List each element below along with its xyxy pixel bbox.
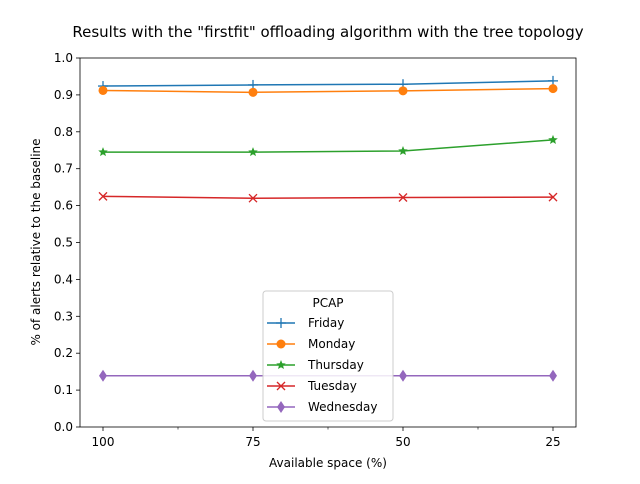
y-tick-label: 1.0 [54, 51, 73, 65]
legend-marker [276, 360, 286, 370]
data-point-thursday [398, 145, 408, 156]
series-line-thursday [103, 139, 554, 153]
data-point-tuesday [548, 192, 558, 202]
plot-frame [79, 57, 577, 428]
legend-marker [276, 381, 286, 391]
legend-item-wednesday: Wednesday [267, 400, 377, 414]
legend-label: Wednesday [308, 400, 377, 414]
y-axis-label: % of alerts relative to the baseline [29, 138, 43, 345]
series-line-tuesday [102, 195, 554, 199]
x-axis-label: Available space (%) [269, 456, 387, 470]
y-tick-label: 0.4 [54, 272, 73, 286]
data-point-monday [248, 87, 258, 97]
series-line-monday [102, 87, 554, 94]
legend-label: Monday [308, 337, 355, 351]
legend-marker [276, 318, 286, 328]
data-point-wednesday [249, 369, 257, 382]
y-tick-label: 0.5 [54, 236, 73, 250]
y-tick-label: 0.0 [54, 420, 73, 434]
chart-title: Results with the "firstfit" offloading a… [72, 23, 583, 41]
legend-box [262, 290, 394, 422]
legend-marker [277, 401, 285, 413]
legend-label: Friday [308, 316, 344, 330]
legend-marker [276, 339, 286, 349]
data-point-wednesday [99, 369, 107, 382]
y-tick-label: 0.3 [54, 309, 73, 323]
y-tick-label: 0.7 [54, 162, 73, 176]
data-point-wednesday [399, 369, 407, 382]
legend-title: PCAP [312, 296, 343, 310]
legend-item-monday: Monday [267, 337, 355, 351]
legend-item-thursday: Thursday [267, 358, 364, 372]
data-point-wednesday [549, 369, 557, 382]
legend-item-tuesday: Tuesday [267, 379, 357, 393]
legend-label: Thursday [307, 358, 364, 372]
x-tick-label: 50 [395, 435, 410, 449]
legend-item-friday: Friday [267, 316, 344, 330]
x-tick-label: 75 [245, 435, 260, 449]
data-point-tuesday [98, 191, 108, 201]
y-tick-label: 0.8 [54, 125, 73, 139]
data-point-thursday [98, 147, 108, 157]
y-tick-label: 0.6 [54, 199, 73, 213]
series-line-friday [102, 80, 554, 87]
y-tick-label: 0.1 [54, 383, 73, 397]
data-point-thursday [548, 134, 558, 144]
legend-label: Tuesday [307, 379, 357, 393]
x-tick-label: 25 [545, 435, 560, 449]
y-tick-label: 0.2 [54, 346, 73, 360]
data-point-tuesday [398, 193, 408, 202]
data-point-monday [548, 84, 558, 94]
data-point-thursday [248, 147, 258, 157]
legend: PCAP Friday Monday Thursday Tuesday Wednesday [262, 290, 394, 422]
data-point-tuesday [248, 193, 258, 203]
data-point-monday [98, 85, 108, 95]
data-point-monday [398, 86, 408, 96]
y-tick-label: 0.9 [54, 88, 73, 102]
x-tick-label: 100 [92, 435, 115, 449]
